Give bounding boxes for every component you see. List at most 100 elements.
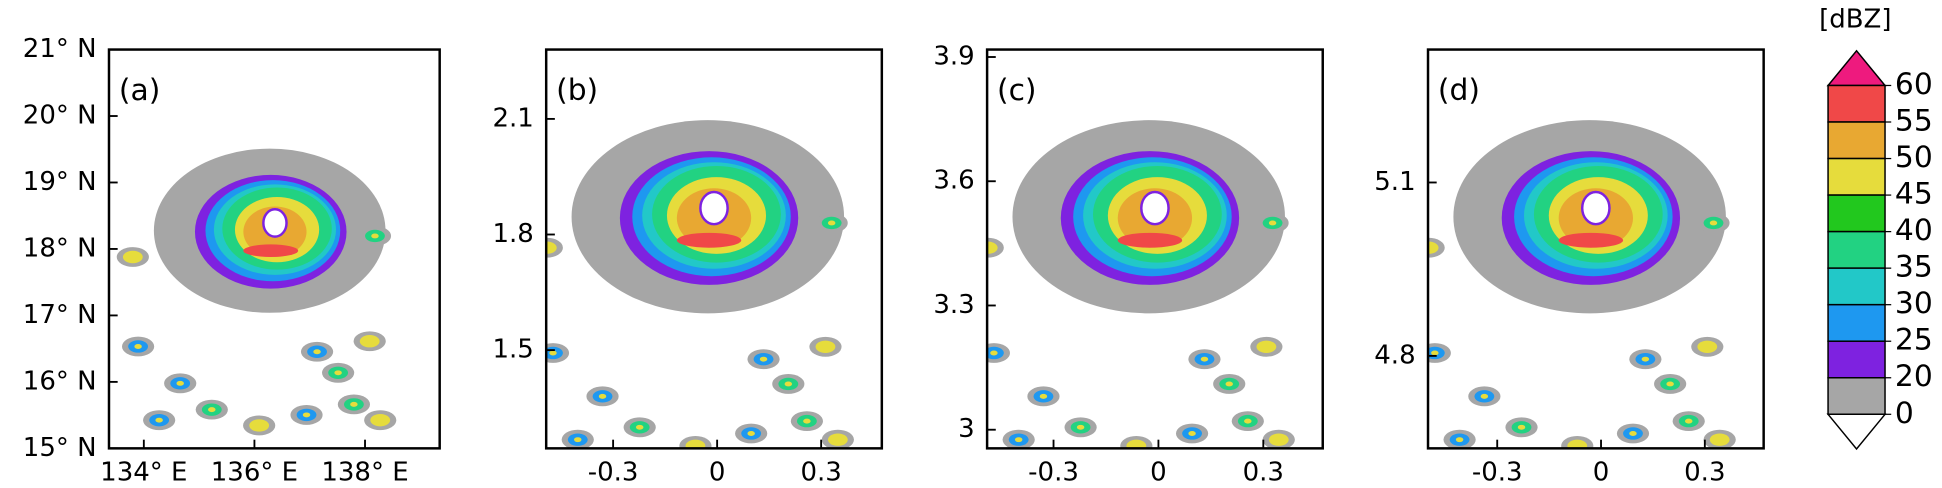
colorbar-box xyxy=(1827,230,1886,269)
cell xyxy=(1666,381,1674,387)
eye xyxy=(699,190,729,226)
colorbar-title: [dBZ] xyxy=(1819,4,1891,34)
cell xyxy=(371,233,379,239)
cell xyxy=(990,350,998,356)
cell xyxy=(827,220,836,226)
cell xyxy=(759,356,768,362)
cell xyxy=(155,417,163,423)
cell xyxy=(1262,344,1271,350)
cell xyxy=(803,418,811,424)
cell xyxy=(1225,381,1233,387)
x-tick-label: 0.3 xyxy=(1684,458,1725,488)
y-tick-label: 4.8 xyxy=(1374,340,1415,370)
cell xyxy=(549,350,557,356)
x-tick-label: 0 xyxy=(709,458,726,488)
y-tick-label: 19° N xyxy=(23,167,97,197)
cell xyxy=(821,344,830,350)
plot-frame xyxy=(1426,48,1765,450)
cell xyxy=(1244,418,1252,424)
panel-label: (b) xyxy=(556,73,598,108)
cell xyxy=(255,422,263,428)
y-tick-label: 18° N xyxy=(23,233,97,263)
cell xyxy=(365,338,374,344)
x-tick-label: 0 xyxy=(1593,458,1610,488)
cell xyxy=(1703,344,1712,350)
colorbar-label: 55 xyxy=(1895,104,1933,139)
colorbar-over xyxy=(1826,49,1887,87)
y-tick-label: 3 xyxy=(958,414,975,444)
cell xyxy=(1275,437,1283,443)
y-tick-label: 16° N xyxy=(23,366,97,396)
colorbar-box xyxy=(1827,377,1886,416)
echo-field xyxy=(1428,120,1736,449)
x-tick-label: 0.3 xyxy=(800,458,841,488)
colorbar-box xyxy=(1827,267,1886,306)
echo-core xyxy=(243,244,299,258)
y-tick-label: 3.6 xyxy=(933,166,974,196)
plot-frame xyxy=(544,48,884,450)
cell xyxy=(376,417,384,423)
colorbar-label: 35 xyxy=(1895,250,1933,285)
echo-field xyxy=(116,148,397,436)
x-tick-label: 134° E xyxy=(100,458,187,488)
cell xyxy=(134,344,142,349)
cell xyxy=(129,254,137,260)
panel-label: (d) xyxy=(1438,73,1480,108)
cell xyxy=(1188,431,1196,436)
cell xyxy=(598,393,607,399)
colorbar-under xyxy=(1826,413,1887,451)
plot-frame xyxy=(985,48,1324,450)
cell xyxy=(1480,393,1489,399)
eye xyxy=(262,208,288,238)
cell xyxy=(302,412,311,418)
cell xyxy=(546,241,557,254)
y-tick-label: 1.8 xyxy=(492,219,533,249)
cell xyxy=(313,349,321,355)
y-tick-label: 17° N xyxy=(23,300,97,330)
colorbar-box xyxy=(1827,121,1886,160)
cell xyxy=(1428,241,1439,254)
eye xyxy=(1140,190,1170,226)
cell xyxy=(1014,437,1023,443)
echo-field xyxy=(546,120,854,449)
cell xyxy=(1709,220,1718,226)
cell xyxy=(1641,356,1650,362)
cell xyxy=(1200,356,1209,362)
cell xyxy=(1431,350,1439,356)
panel-label: (a) xyxy=(119,73,160,108)
cell xyxy=(1039,393,1048,399)
cell xyxy=(1715,437,1724,443)
cell xyxy=(1517,424,1526,430)
colorbar-box xyxy=(1827,157,1886,196)
cell xyxy=(1685,418,1693,424)
y-tick-label: 15° N xyxy=(23,433,97,463)
y-tick-label: 5.1 xyxy=(1374,167,1415,197)
x-tick-label: 136° E xyxy=(211,458,298,488)
colorbar-box xyxy=(1827,303,1886,342)
x-tick-label: 0.3 xyxy=(1243,458,1284,488)
colorbar-label: 25 xyxy=(1895,323,1933,358)
y-tick-label: 20° N xyxy=(23,101,97,131)
y-tick-label: 3.3 xyxy=(933,290,974,320)
colorbar-box xyxy=(1827,340,1886,379)
y-tick-label: 1.5 xyxy=(492,335,533,365)
cell xyxy=(208,407,216,413)
echo-core xyxy=(1117,232,1183,248)
cell xyxy=(1455,437,1464,443)
colorbar-label: 60 xyxy=(1895,67,1933,102)
cell xyxy=(176,380,184,386)
panel-label: (c) xyxy=(997,73,1037,108)
colorbar-box xyxy=(1827,194,1886,233)
colorbar-label: 30 xyxy=(1895,286,1933,321)
eye xyxy=(1580,190,1611,226)
echo-core xyxy=(676,232,742,248)
colorbar-label: 50 xyxy=(1895,140,1933,175)
echo-field xyxy=(987,120,1295,449)
cell xyxy=(1629,431,1637,436)
cell xyxy=(987,241,998,254)
cell xyxy=(1268,220,1277,226)
cell xyxy=(334,370,342,376)
x-tick-label: -0.3 xyxy=(1028,458,1079,488)
y-tick-label: 21° N xyxy=(23,34,97,64)
